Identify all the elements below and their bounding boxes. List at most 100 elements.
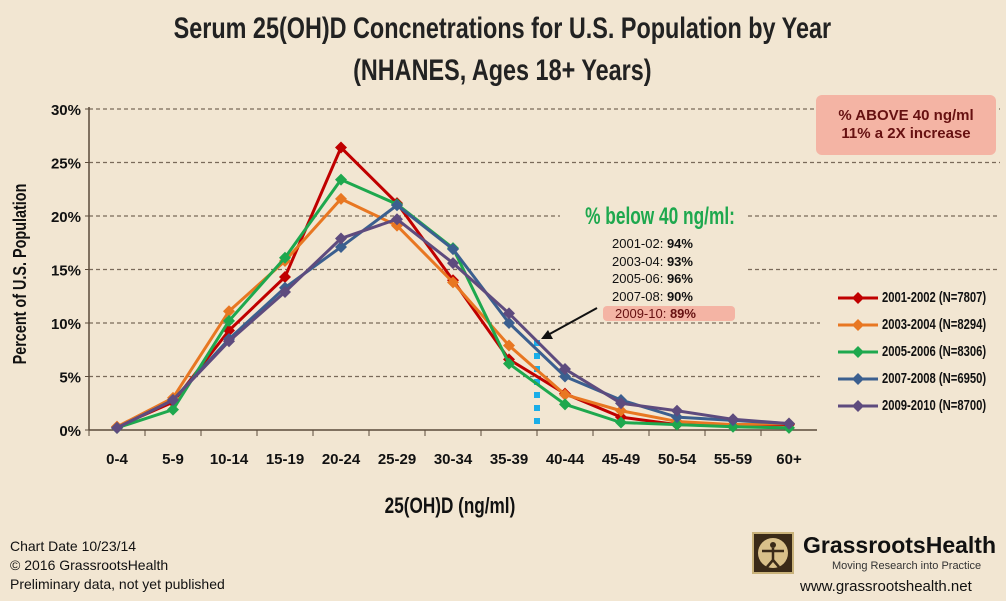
legend: 2001-2002 (N=7807) 2003-2004 (N=8294) 2005… (838, 284, 1006, 419)
data-point (559, 388, 571, 401)
below-40-row: 2007-08: 90% (600, 289, 742, 304)
data-point (615, 397, 627, 410)
below-40-row: 2003-04: 93% (600, 254, 742, 269)
legend-marker-icon (838, 318, 878, 331)
disclaimer: Preliminary data, not yet published (10, 576, 225, 592)
data-point (615, 404, 627, 417)
data-point (335, 232, 347, 245)
x-tick-label: 60+ (776, 451, 802, 468)
y-tick-label: 30% (51, 102, 81, 119)
x-tick-label: 15-19 (266, 451, 304, 468)
data-point (223, 335, 235, 348)
data-point (335, 141, 347, 154)
arrow-line (545, 307, 598, 337)
x-tick-label: 20-24 (322, 451, 361, 468)
x-tick-label: 45-49 (602, 451, 640, 468)
y-tick-label: 0% (59, 423, 81, 440)
vitruvian-logo-icon (752, 532, 794, 574)
above-40-callout: % ABOVE 40 ng/ml 11% a 2X increase (816, 95, 996, 155)
legend-label: 2005-2006 (N=8306) (882, 343, 987, 360)
percent-value: 89% (669, 306, 696, 321)
y-tick-label: 20% (51, 209, 81, 226)
legend-item: 2003-2004 (N=8294) (838, 311, 1006, 338)
data-point (279, 251, 291, 264)
x-tick-label: 30-34 (434, 451, 473, 468)
period-label: 2001-02: (612, 236, 664, 251)
percent-value: 90% (666, 288, 693, 304)
period-label: 2009-10: (615, 306, 667, 321)
below-40-row: 2001-02: 94% (600, 236, 742, 251)
legend-label: 2009-2010 (N=8700) (882, 397, 987, 414)
below-40-row: 2009-10: 89% (603, 306, 735, 321)
brand-name: GrassrootsHealth (803, 532, 997, 558)
data-point (335, 173, 347, 186)
chart-title: Serum 25(OH)D Concnetrations for U.S. Po… (110, 8, 895, 92)
legend-marker-icon (838, 345, 878, 358)
data-point (391, 199, 403, 212)
x-tick-label: 10-14 (210, 451, 249, 468)
data-point (167, 403, 179, 416)
data-point (335, 241, 347, 254)
legend-label: 2001-2002 (N=7807) (882, 289, 987, 306)
data-point (447, 257, 459, 270)
y-tick-label: 5% (59, 370, 81, 387)
x-tick-label: 0-4 (106, 451, 128, 468)
below-40-title: % below 40 ng/ml: (585, 203, 735, 230)
data-point (615, 416, 627, 429)
brand-url[interactable]: www.grassrootshealth.net (800, 578, 972, 595)
data-point (391, 213, 403, 226)
x-tick-label: 5-9 (162, 451, 184, 468)
percent-value: 94% (666, 236, 693, 251)
data-point (223, 314, 235, 327)
y-axis-label: Percent of U.S. Population (10, 183, 30, 365)
callout-line: % ABOVE 40 ng/ml (838, 107, 974, 124)
data-point (167, 394, 179, 407)
data-point (503, 317, 515, 329)
period-label: 2003-04: (612, 253, 664, 269)
x-tick-label: 50-54 (658, 451, 697, 468)
data-point (559, 370, 571, 383)
data-point (783, 417, 795, 430)
x-tick-label: 55-59 (714, 451, 752, 468)
data-point (111, 421, 123, 434)
callout-line: 11% a 2X increase (841, 125, 971, 142)
arrow-head (541, 330, 553, 339)
footer: Chart Date 10/23/14 © 2016 GrassrootsHea… (10, 537, 225, 594)
legend-label: 2003-2004 (N=8294) (882, 316, 987, 333)
x-tick-label: 40-44 (546, 451, 585, 468)
legend-item: 2009-2010 (N=8700) (838, 392, 1006, 419)
period-label: 2007-08: (612, 288, 664, 304)
x-axis-label: 25(OH)D (ng/ml) (384, 493, 516, 518)
legend-marker-icon (838, 291, 878, 304)
y-tick-label: 25% (51, 156, 81, 173)
legend-marker-icon (838, 399, 878, 412)
data-point (447, 243, 459, 256)
data-point (335, 192, 347, 205)
data-point (503, 339, 515, 352)
data-point (223, 305, 235, 318)
y-tick-label: 10% (51, 316, 81, 333)
data-point (503, 357, 515, 370)
x-tick-label: 25-29 (378, 451, 416, 468)
data-point (671, 411, 683, 424)
data-point (727, 413, 739, 426)
below-40-row: 2005-06: 96% (600, 271, 742, 286)
legend-marker-icon (838, 372, 878, 385)
legend-item: 2007-2008 (N=6950) (838, 365, 1006, 392)
period-label: 2005-06: (612, 271, 664, 286)
legend-item: 2005-2006 (N=8306) (838, 338, 1006, 365)
percent-value: 93% (666, 253, 693, 269)
data-point (671, 404, 683, 417)
data-point (447, 276, 459, 289)
data-point (279, 285, 291, 298)
data-point (727, 420, 739, 433)
chart-date: Chart Date 10/23/14 (10, 538, 137, 554)
data-point (559, 363, 571, 376)
subtitle-line: (NHANES, Ages 18+ Years) (353, 54, 652, 87)
data-point (671, 418, 683, 431)
title-line: Serum 25(OH)D Concnetrations for U.S. Po… (173, 12, 832, 45)
legend-label: 2007-2008 (N=6950) (882, 370, 987, 387)
data-point (503, 307, 515, 320)
copyright: © 2016 GrassrootsHealth (10, 557, 169, 573)
